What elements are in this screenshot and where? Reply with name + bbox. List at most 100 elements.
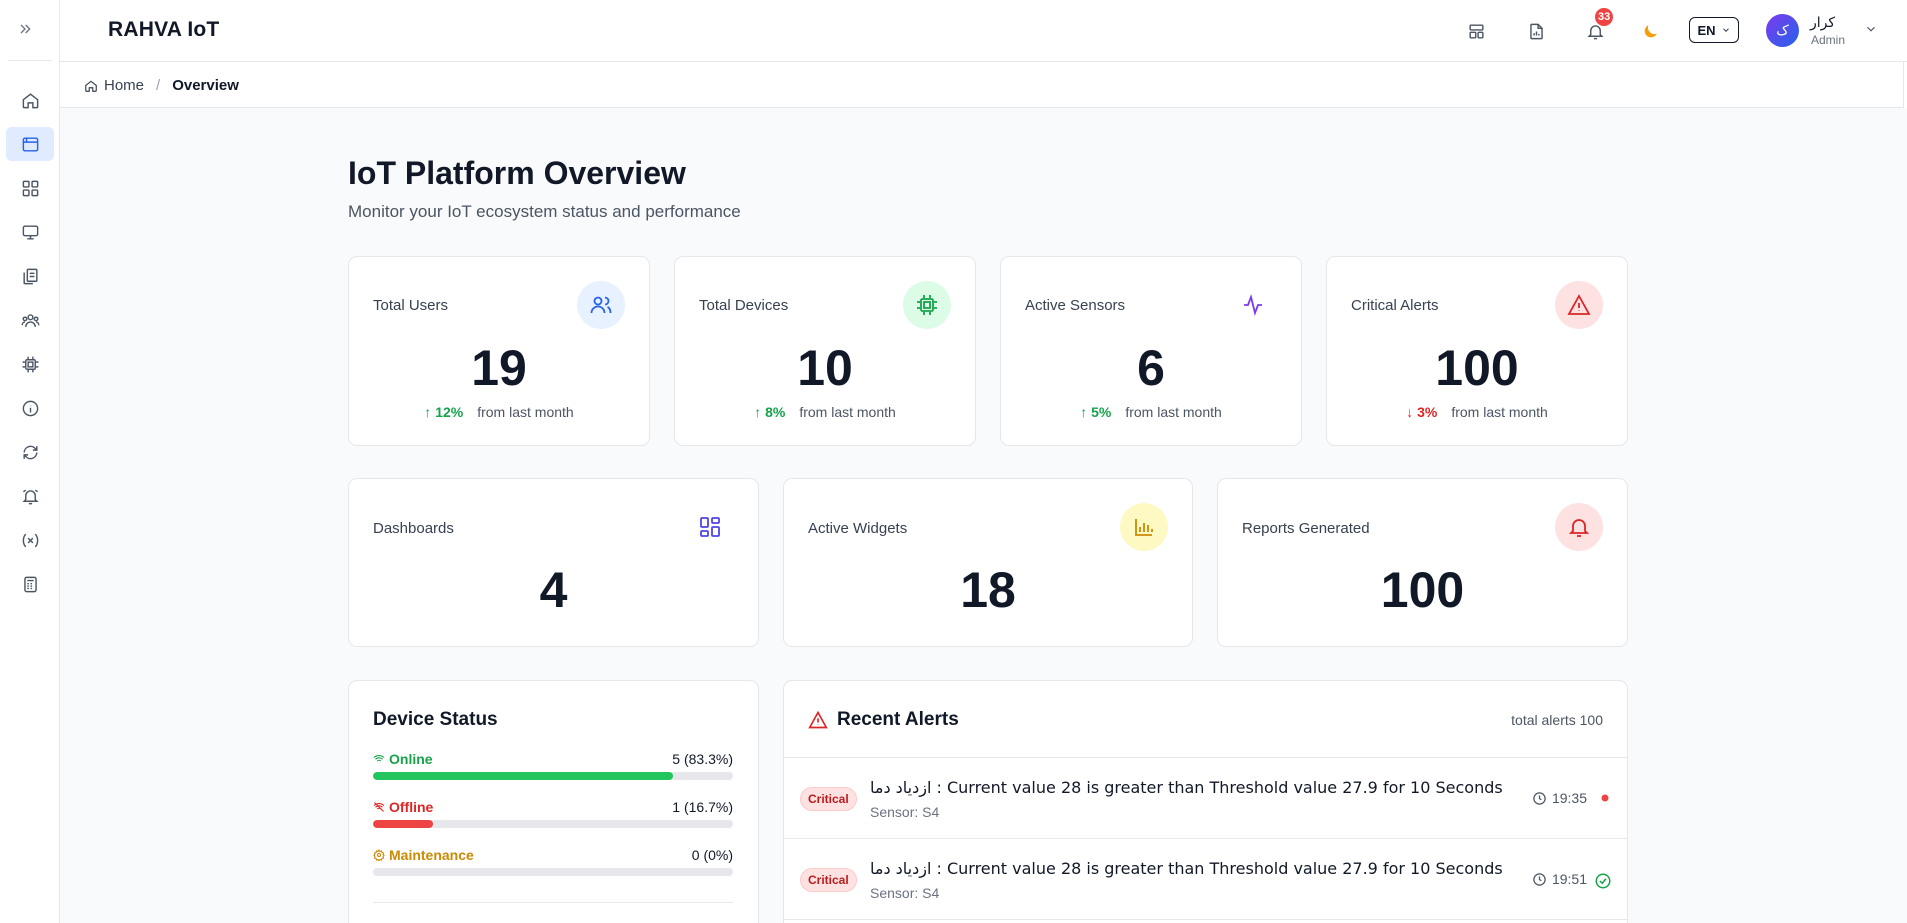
sidebar-item-alarms[interactable] xyxy=(6,479,54,513)
breadcrumb: Home / Overview xyxy=(84,77,239,94)
sidebar-item-devices[interactable] xyxy=(6,215,54,249)
alert-item[interactable]: Critical ازدیاد دما : Current value 28 i… xyxy=(784,758,1627,839)
stat-label: Total Devices xyxy=(699,297,789,314)
stat-trend: ↑ 12% from last month xyxy=(349,404,649,420)
total-alerts-count: total alerts 100 xyxy=(1511,712,1603,728)
stat-trend: ↑ 5% from last month xyxy=(1001,404,1301,420)
online-label-text: Online xyxy=(389,751,433,767)
stat-value: 6 xyxy=(1137,340,1165,396)
top-header: RAHVA IoT 33 EN ک کرار Admin xyxy=(60,0,1907,62)
online-count: 5 (83.3%) xyxy=(672,751,733,767)
stat-label: Dashboards xyxy=(373,520,454,537)
dark-mode-moon-icon[interactable] xyxy=(1637,18,1663,44)
recent-alerts-card: Recent Alerts total alerts 100 Critical … xyxy=(783,680,1628,923)
stat-card-critical-alerts[interactable]: Critical Alerts 100 ↓ 3% from last month xyxy=(1326,256,1628,446)
user-role: Admin xyxy=(1811,33,1846,47)
sidebar-item-overview[interactable] xyxy=(6,127,54,161)
trend-up-indicator: ↑ 5% xyxy=(1080,404,1112,420)
brand-title[interactable]: RAHVA IoT xyxy=(108,18,220,41)
trend-suffix: from last month xyxy=(1125,404,1222,420)
page-subtitle: Monitor your IoT ecosystem status and pe… xyxy=(348,202,741,221)
trend-down-indicator: ↓ 3% xyxy=(1406,404,1438,420)
offline-progress-track xyxy=(373,820,733,828)
sidebar-item-info[interactable] xyxy=(6,391,54,425)
maintenance-progress-track xyxy=(373,868,733,876)
expand-sidebar-icon[interactable] xyxy=(12,16,38,42)
online-progress-fill xyxy=(373,772,673,780)
warning-triangle-icon xyxy=(1555,281,1603,329)
warning-triangle-icon xyxy=(808,710,828,729)
sidebar-item-reports[interactable] xyxy=(6,259,54,293)
alert-time-text: 19:35 xyxy=(1551,790,1587,806)
stat-value: 4 xyxy=(539,562,568,618)
stat-label: Reports Generated xyxy=(1242,520,1370,537)
stat-value: 10 xyxy=(797,340,853,396)
stat-card-reports-generated[interactable]: Reports Generated 100 xyxy=(1217,478,1628,647)
maintenance-label: Maintenance xyxy=(373,847,474,863)
notification-count-badge: 33 xyxy=(1595,8,1614,26)
breadcrumb-bar: Home / Overview xyxy=(60,62,1907,108)
maintenance-label-text: Maintenance xyxy=(389,847,474,863)
layout-icon[interactable] xyxy=(1463,18,1489,44)
device-status-row-offline: Offline 1 (16.7%) xyxy=(373,799,733,828)
stat-trend: ↓ 3% from last month xyxy=(1327,404,1627,420)
trend-percent: 5% xyxy=(1091,404,1112,420)
stat-value: 19 xyxy=(471,340,527,396)
alert-message: ازدیاد دما : Current value 28 is greater… xyxy=(870,859,1503,878)
online-label: Online xyxy=(373,751,433,767)
sidebar-item-calculator[interactable] xyxy=(6,567,54,601)
device-status-card: Device Status Online 5 (83.3%) Offline 1… xyxy=(348,680,759,923)
wifi-icon xyxy=(373,755,385,763)
language-select[interactable]: EN xyxy=(1689,17,1739,43)
language-value: EN xyxy=(1697,22,1716,38)
stat-label: Active Sensors xyxy=(1025,297,1126,314)
sidebar-item-sync[interactable] xyxy=(6,435,54,469)
sidebar-item-home[interactable] xyxy=(6,83,54,117)
recent-alerts-title: Recent Alerts xyxy=(808,709,959,731)
sidebar-divider xyxy=(8,60,52,61)
user-menu-chevron-icon[interactable] xyxy=(1864,22,1878,41)
offline-label: Offline xyxy=(373,799,433,815)
offline-progress-fill xyxy=(373,820,434,828)
stat-value: 100 xyxy=(1380,562,1465,618)
stat-label: Total Users xyxy=(373,297,449,314)
notifications-bell-icon[interactable]: 33 xyxy=(1582,8,1614,44)
alert-time: 19:35 xyxy=(1532,790,1587,806)
clock-icon xyxy=(1533,791,1546,805)
stat-card-active-sensors[interactable]: Active Sensors 6 ↑ 5% from last month xyxy=(1000,256,1302,446)
trend-up-indicator: ↑ 8% xyxy=(754,404,786,420)
report-file-icon[interactable] xyxy=(1523,18,1549,44)
stat-trend: ↑ 8% from last month xyxy=(675,404,975,420)
device-status-title: Device Status xyxy=(373,709,498,730)
trend-suffix: from last month xyxy=(1451,404,1548,420)
sidebar-item-users[interactable] xyxy=(6,303,54,337)
trend-percent: 8% xyxy=(765,404,786,420)
alert-sensor: Sensor: S4 xyxy=(870,885,940,901)
alert-time-text: 19:51 xyxy=(1551,871,1587,887)
offline-count: 1 (16.7%) xyxy=(672,799,733,815)
gear-icon xyxy=(373,849,385,861)
alert-item[interactable]: Critical ازدیاد دما : Current value 28 i… xyxy=(784,839,1627,920)
stat-card-total-users[interactable]: Total Users 19 ↑ 12% from last month xyxy=(348,256,650,446)
stat-card-active-widgets[interactable]: Active Widgets 18 xyxy=(783,478,1193,647)
breadcrumb-home-label: Home xyxy=(104,77,145,94)
maintenance-count: 0 (0%) xyxy=(691,847,733,863)
sidebar xyxy=(0,0,60,923)
stat-card-total-devices[interactable]: Total Devices 10 ↑ 8% from last month xyxy=(674,256,976,446)
dashboard-grid-icon xyxy=(686,503,734,551)
bell-icon xyxy=(1555,503,1603,551)
sidebar-item-chip[interactable] xyxy=(6,347,54,381)
stat-card-dashboards[interactable]: Dashboards 4 xyxy=(348,478,759,647)
stat-label: Active Widgets xyxy=(808,520,908,537)
breadcrumb-home[interactable]: Home xyxy=(84,77,144,94)
page-title: IoT Platform Overview xyxy=(348,155,686,191)
offline-label-text: Offline xyxy=(389,799,434,815)
sidebar-item-variables[interactable] xyxy=(6,523,54,557)
stat-value: 18 xyxy=(960,562,1016,618)
avatar[interactable]: ک xyxy=(1766,14,1799,47)
wifi-off-icon xyxy=(373,802,385,812)
trend-suffix: from last month xyxy=(477,404,574,420)
header-edge xyxy=(1903,62,1907,108)
sidebar-item-dashboards[interactable] xyxy=(6,171,54,205)
trend-percent: 12% xyxy=(435,404,464,420)
